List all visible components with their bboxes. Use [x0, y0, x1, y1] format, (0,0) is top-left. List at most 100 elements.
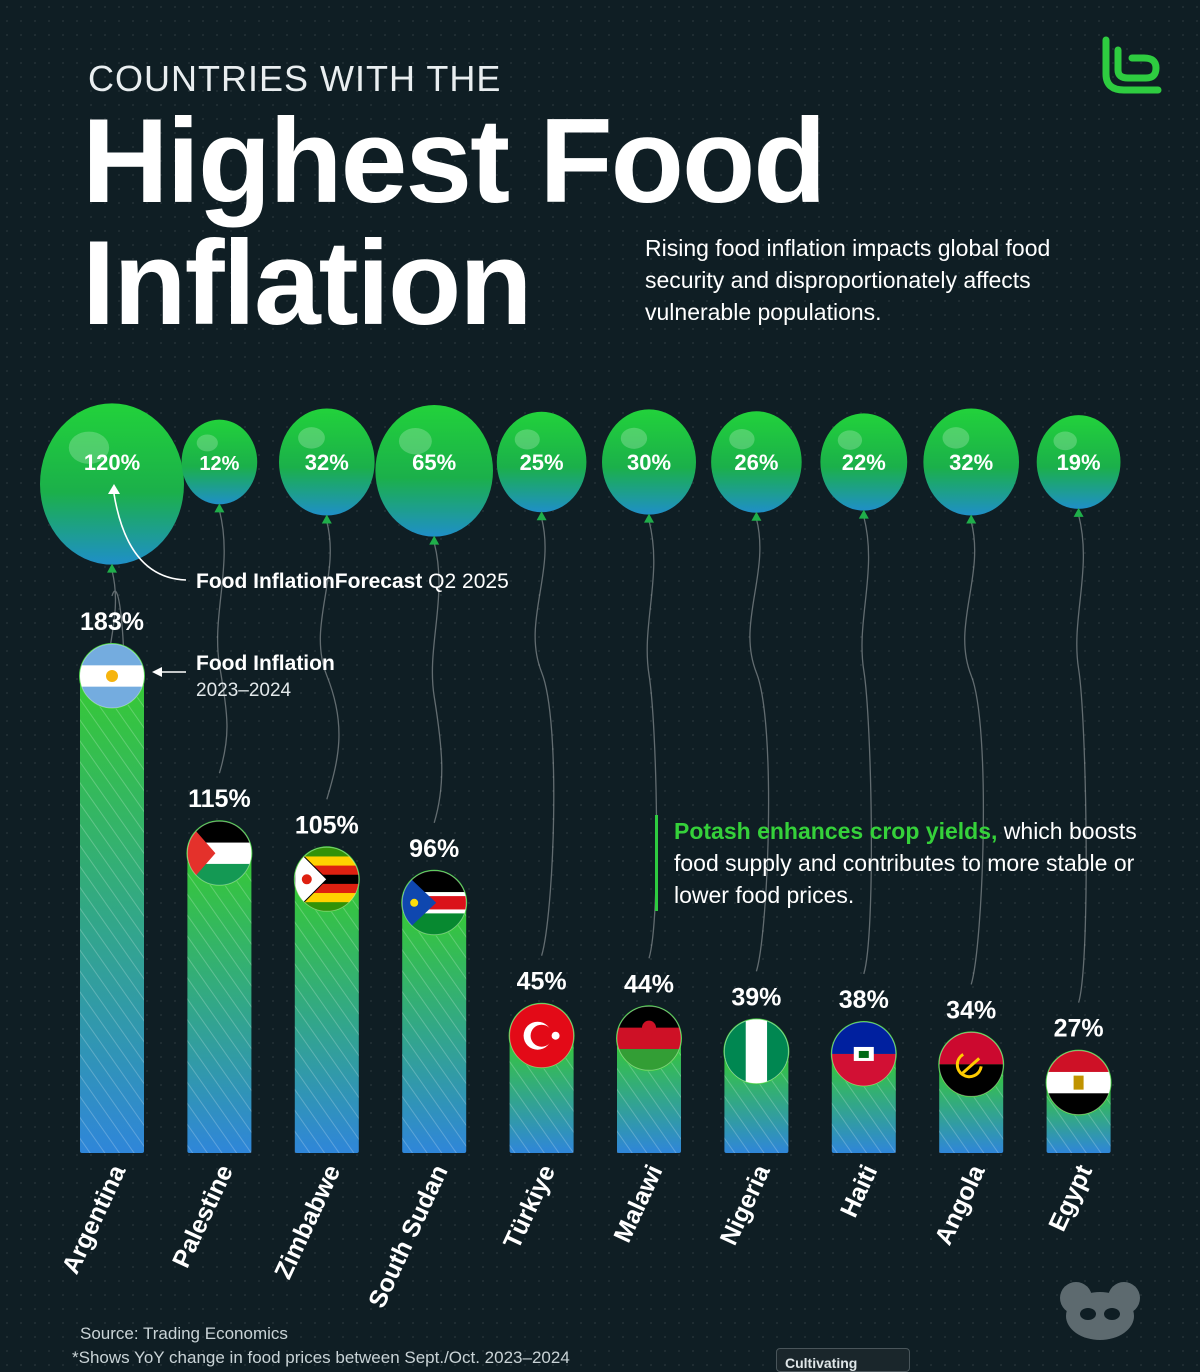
balloon-string-angola [964, 521, 985, 985]
forecast-label-bold: Food InflationForecast [196, 570, 422, 593]
callout-text: which boosts food supply and contributes… [674, 818, 1137, 908]
page-title: Highest Food Inflation [82, 94, 827, 350]
bar-hatch-palestine [187, 853, 252, 1153]
balloon-knot-zimbabwe [321, 514, 332, 524]
balloon-value-malawi: 30% [627, 450, 671, 475]
balloon-value-egypt: 19% [1057, 450, 1101, 475]
current-label-line2: 2023–2024 [196, 680, 292, 701]
flag-ring-tu-rkiye [509, 1003, 575, 1069]
title-line-2: Inflation [82, 216, 533, 350]
forecast-pointer-arrowhead [108, 484, 120, 494]
flag-ring-south-sudan [401, 870, 467, 936]
bar-hatch-south-sudan [402, 902, 467, 1153]
brand-logo-icon [1102, 36, 1162, 94]
balloon-value-nigeria: 26% [734, 450, 778, 475]
flag-ring-argentina [79, 643, 145, 709]
footer: Source: Trading Economics *Shows YoY cha… [72, 1322, 570, 1370]
category-label-zimbabwe: Zimbabwe [269, 1161, 346, 1284]
title-line-1: Highest Food [82, 94, 827, 228]
category-label-argentina: Argentina [57, 1160, 132, 1279]
flag-ring-zimbabwe [294, 846, 360, 912]
bar-value-angola: 34% [946, 996, 996, 1024]
flag-icon-tu-rkiye [509, 1003, 574, 1068]
pre-title: COUNTRIES WITH THE [88, 58, 502, 99]
bar-value-egypt: 27% [1054, 1015, 1104, 1043]
balloon-string-south-sudan [431, 542, 443, 823]
balloon-knot-angola [966, 514, 977, 524]
flag-ring-angola [938, 1031, 1004, 1097]
balloon-value-argentina: 120% [84, 450, 140, 475]
balloon-shine-south-sudan [398, 427, 432, 455]
balloon-strings [104, 510, 1087, 1003]
balloon-shine-palestine [196, 434, 218, 452]
category-label-haiti: Haiti [835, 1161, 883, 1222]
panda-logo-icon [1060, 1282, 1140, 1340]
balloon-value-palestine: 12% [199, 453, 239, 475]
flag-ring-nigeria [723, 1018, 789, 1084]
flag-ring-egypt [1046, 1050, 1112, 1116]
balloon-shine-egypt [1053, 431, 1077, 451]
category-label-angola: Angola [929, 1160, 991, 1250]
balloon-value-zimbabwe: 32% [305, 450, 349, 475]
source-text: Source: Trading Economics [80, 1324, 288, 1343]
balloon-shine-zimbabwe [298, 427, 325, 449]
balloon-value-haiti: 22% [842, 450, 886, 475]
balloon-tu-rkiye [496, 411, 587, 513]
forecast-pointer-line [113, 493, 187, 581]
balloon-shine-argentina [68, 431, 110, 464]
flag-ring-haiti [831, 1021, 897, 1087]
flag-icon-palestine [187, 821, 252, 886]
flag-icon-malawi [617, 1006, 681, 1071]
balloon-value-angola: 32% [949, 450, 993, 475]
balloon-malawi [602, 409, 696, 515]
category-label-nigeria: Nigeria [715, 1160, 777, 1250]
bar-hatch-zimbabwe [294, 879, 359, 1153]
balloon-shine-nigeria [729, 429, 755, 450]
bar-value-tu-rkiye: 45% [517, 968, 567, 996]
balloon-knot-south-sudan [429, 535, 440, 545]
flag-icon-zimbabwe [294, 847, 359, 912]
flag-icon-south-sudan [402, 870, 467, 935]
balloon-string-zimbabwe [319, 521, 340, 800]
bar-value-argentina: 183% [80, 608, 144, 636]
balloon-haiti [820, 413, 908, 511]
balloon-knot-palestine [214, 503, 225, 513]
balloon-angola [923, 408, 1020, 516]
balloon-palestine [181, 419, 258, 505]
current-label-line1: Food Inflation [196, 652, 335, 675]
category-label-malawi: Malawi [608, 1161, 668, 1247]
forecast-label: Food InflationForecast Q2 2025 [196, 570, 509, 593]
category-label-egypt: Egypt [1043, 1160, 1098, 1235]
bar-value-south-sudan: 96% [409, 835, 459, 863]
balloon-shine-tu-rkiye [514, 429, 540, 450]
flag-icon-egypt [1046, 1050, 1111, 1115]
balloon-knot-malawi [644, 513, 654, 523]
balloon-egypt [1036, 415, 1121, 509]
balloon-value-south-sudan: 65% [412, 450, 456, 475]
callout-highlight: Potash enhances crop yields, [674, 818, 998, 844]
category-label-south-sudan: South Sudan [363, 1161, 454, 1313]
balloon-knot-argentina [107, 563, 117, 573]
category-label-tu-rkiye: Türkiye [498, 1161, 561, 1254]
potash-callout: Potash enhances crop yields, which boost… [655, 815, 1144, 911]
bar-hatch-argentina [80, 676, 144, 1153]
balloon-value-tu-rkiye: 25% [520, 450, 564, 475]
flag-ring-malawi [616, 1005, 682, 1071]
flag-ring-palestine [186, 820, 252, 886]
balloon-string-palestine [216, 510, 228, 774]
balloon-shine-angola [942, 427, 970, 449]
balloon-knot-tu-rkiye [536, 511, 547, 521]
balloon-string-tu-rkiye [534, 518, 555, 956]
balloon-argentina [40, 403, 184, 565]
balloon-knot-egypt [1073, 507, 1084, 517]
balloon-string-nigeria [749, 518, 770, 972]
bar-value-zimbabwe: 105% [295, 811, 359, 839]
balloon-nigeria [711, 411, 802, 513]
subtitle: Rising food inflation impacts global foo… [645, 235, 1051, 325]
bar-value-haiti: 38% [839, 986, 889, 1014]
bar-value-malawi: 44% [624, 970, 674, 998]
bar-value-palestine: 115% [188, 785, 251, 813]
balloon-shine-malawi [620, 427, 648, 449]
category-label-palestine: Palestine [167, 1161, 239, 1272]
